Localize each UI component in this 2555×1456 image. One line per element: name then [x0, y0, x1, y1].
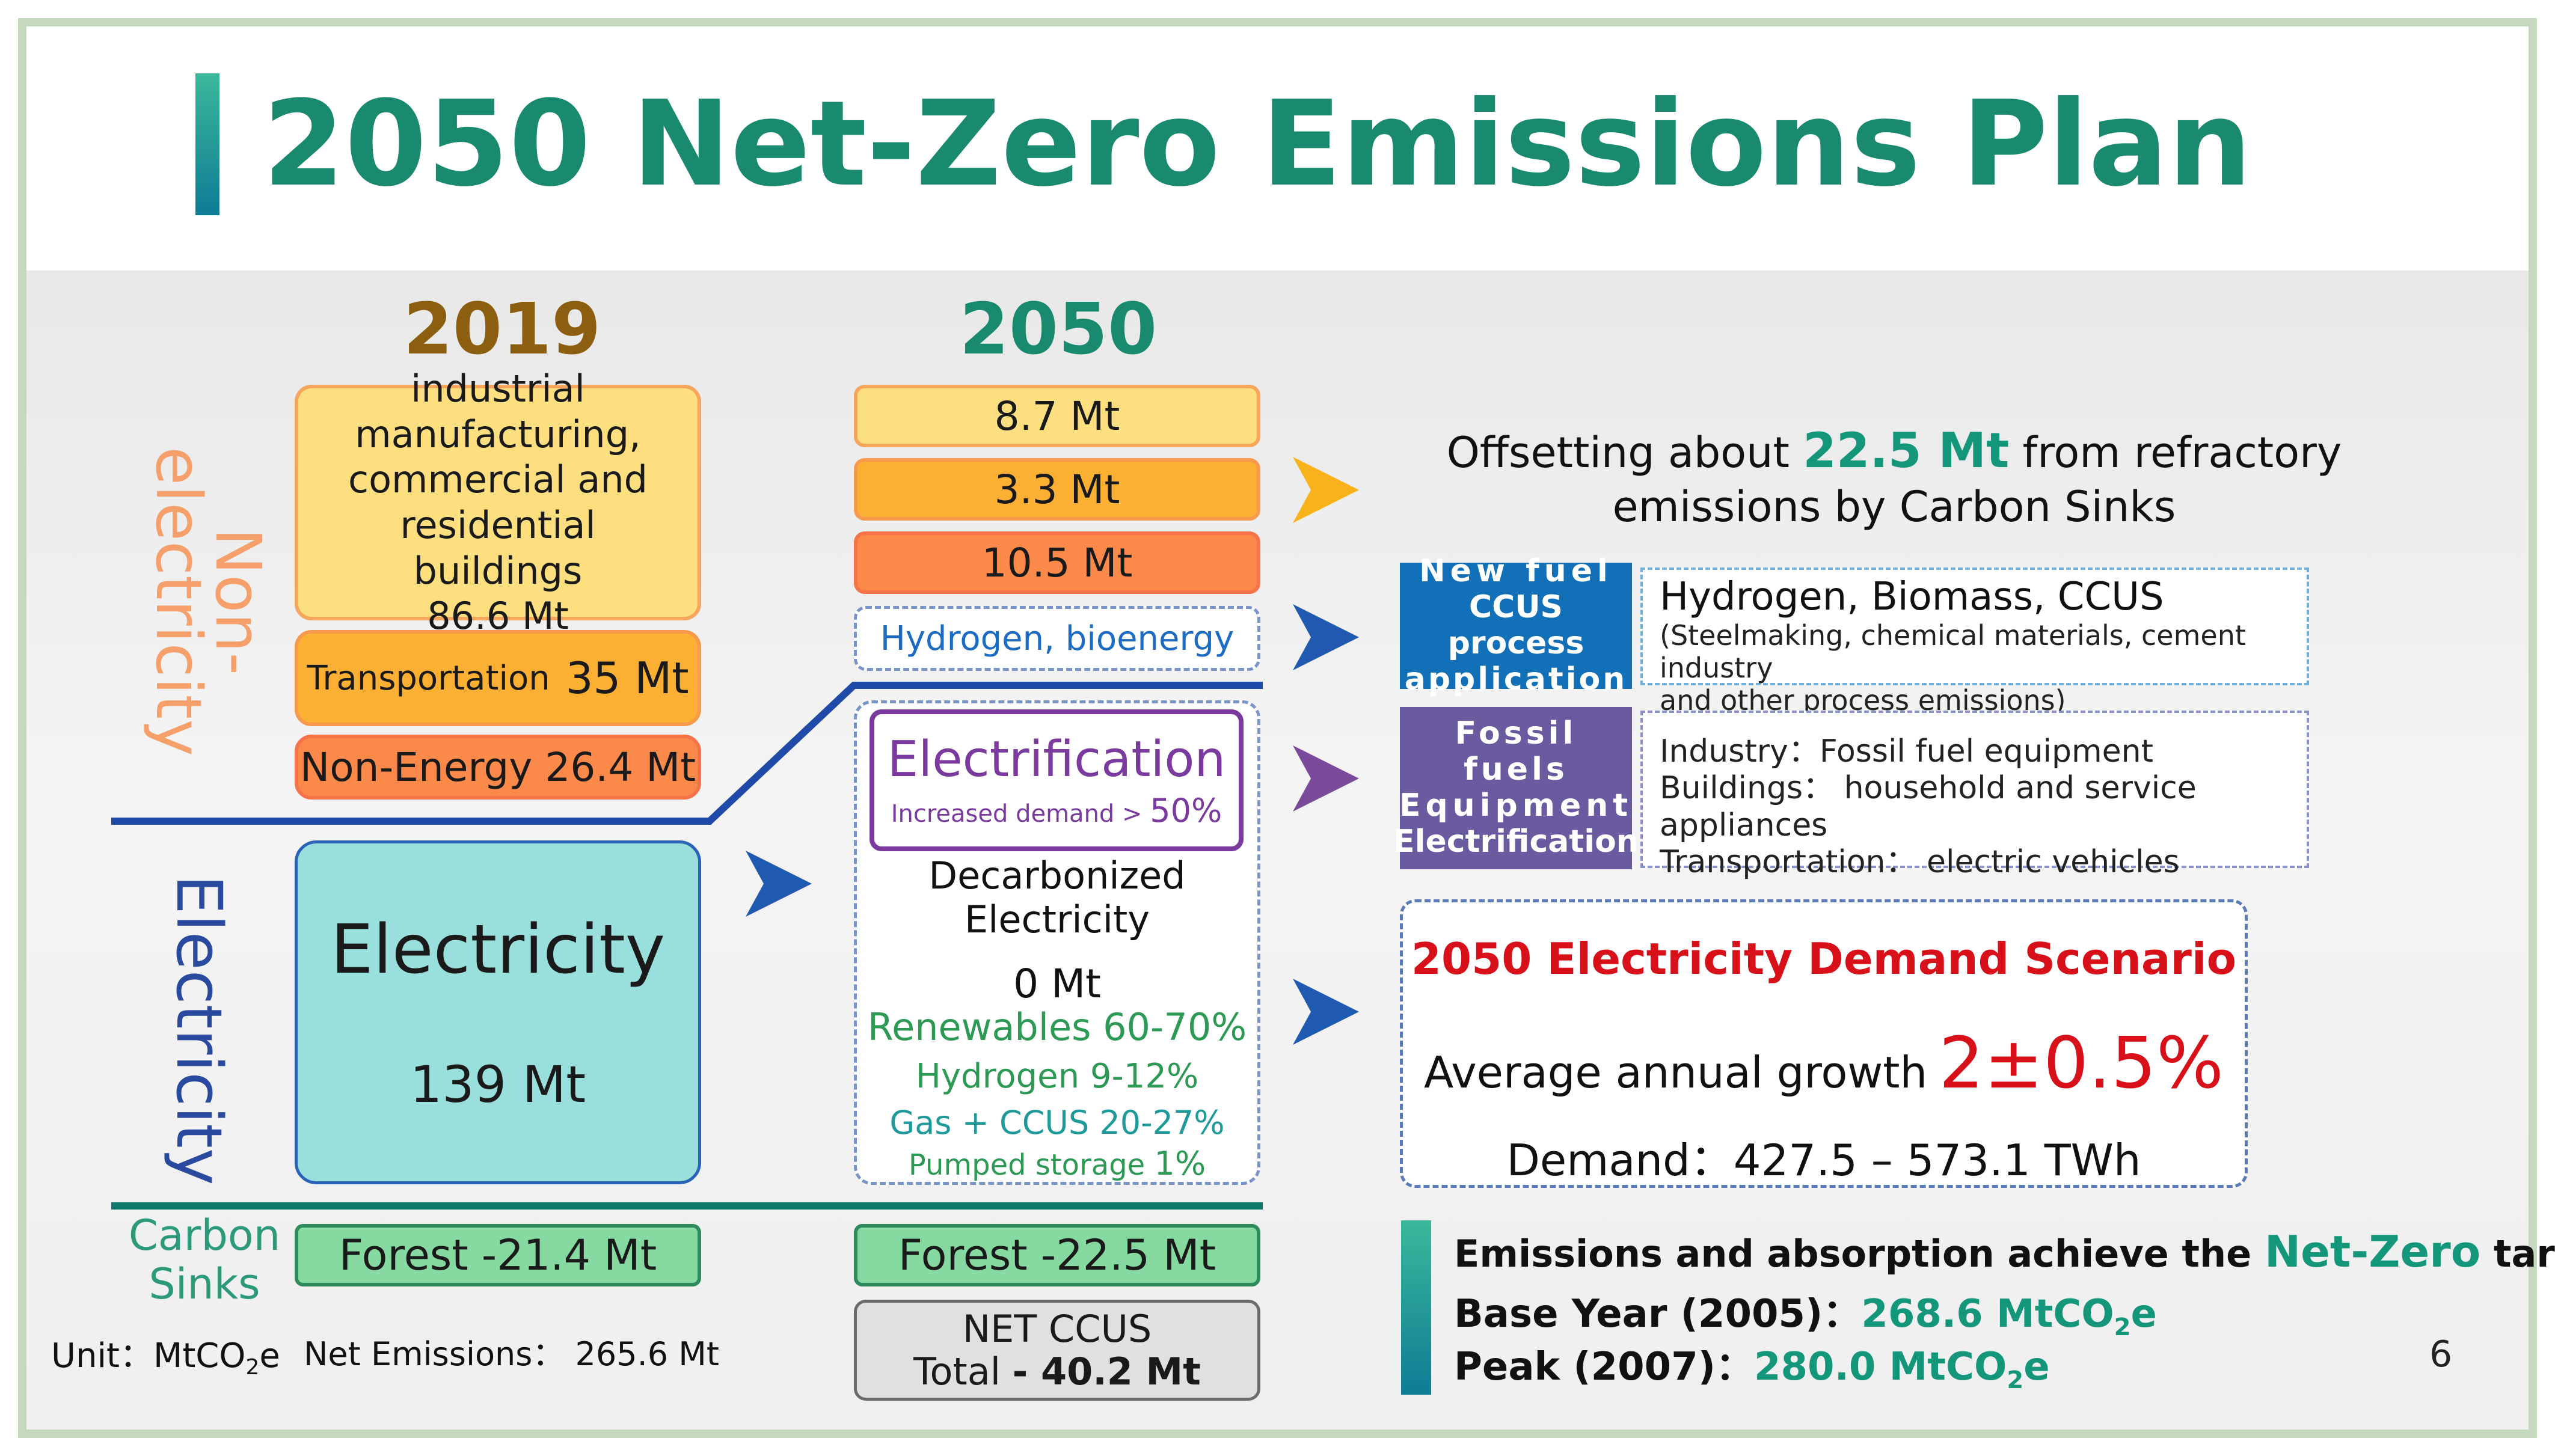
page-number: 6	[2429, 1333, 2453, 1375]
scenario-demand: Demand：427.5 – 573.1 TWh	[1506, 1135, 2141, 1185]
hydrogen-share: Hydrogen 9-12%	[915, 1057, 1199, 1096]
transportation-value: 35 Mt	[565, 653, 689, 703]
transportation-label: Transportation	[307, 658, 550, 698]
title-accent-bar	[195, 73, 219, 215]
forest-box-2019: Forest -21.4 Mt	[295, 1224, 701, 1286]
electricity-title-2019: Electricity	[330, 911, 666, 989]
chevron-right-icon-new-fuel	[1293, 604, 1359, 670]
fossil-details: Industry：Fossil fuel equipment Buildings…	[1640, 711, 2309, 880]
net-emissions-label: Net Emissions： 265.6 Mt	[304, 1335, 720, 1373]
gas-ccus-share: Gas + CCUS 20-27%	[889, 1104, 1225, 1142]
non-energy-box-2019: Non-Energy 26.4 Mt	[295, 735, 701, 800]
page-title: 2050 Net-Zero Emissions Plan	[263, 76, 2252, 213]
new-fuel-block: New fuel CCUS process application	[1400, 554, 1632, 697]
year-2050: 2050	[959, 287, 1158, 370]
value-box-8-7: 8.7 Mt	[854, 385, 1260, 447]
chevron-right-icon-offset	[1293, 457, 1359, 523]
scenario-growth: Average annual growth 2±0.5%	[1424, 1021, 2224, 1104]
hydrogen-bioenergy-box: Hydrogen, bioenergy	[854, 606, 1260, 671]
electricity-label: Electricity	[162, 875, 236, 1185]
electricity-box-2019: Electricity 139 Mt	[295, 840, 701, 1184]
electrification-title: Electrification	[887, 731, 1226, 788]
value-box-10-5: 10.5 Mt	[854, 531, 1260, 594]
fossil-fuels-block: Fossil fuels Equipment Electrification	[1393, 707, 1639, 869]
scenario-title: 2050 Electricity Demand Scenario	[1411, 934, 2237, 984]
peak-year: Peak (2007)：280.0 MtCO2e	[1454, 1345, 2050, 1394]
carbon-sinks-label: Carbon Sinks	[128, 1211, 281, 1309]
unit-label: Unit：MtCO2e	[51, 1336, 280, 1380]
pumped-storage-share: Pumped storage 1%	[908, 1145, 1206, 1182]
forest-box-2050: Forest -22.5 Mt	[854, 1224, 1260, 1286]
fossil-industry: Industry：Fossil fuel equipment	[1660, 733, 2154, 769]
new-fuel-details: Hydrogen, Biomass, CCUS (Steelmaking, ch…	[1640, 567, 2309, 717]
net-ccus-total: Total - 40.2 Mt	[913, 1350, 1201, 1393]
net-ccus-label: NET CCUS	[962, 1306, 1152, 1351]
electrification-box: Electrification Increased demand > 50%	[870, 709, 1244, 851]
chevron-right-icon-electricity	[746, 851, 812, 917]
electricity-value-2019: 139 Mt	[409, 1055, 586, 1114]
net-ccus-box: NET CCUS Total - 40.2 Mt	[854, 1300, 1260, 1401]
industrial-label: industrial manufacturing, commercial and…	[348, 367, 648, 593]
base-year: Base Year (2005)：268.6 MtCO2e	[1454, 1292, 2157, 1341]
transportation-box-2019: Transportation 35 Mt	[295, 630, 701, 726]
netzero-heading: Emissions and absorption achieve the Net…	[1454, 1226, 2555, 1277]
offset-text: Offsetting about 22.5 Mt from refractory…	[1446, 423, 2342, 531]
zero-mt: 0 Mt	[1013, 961, 1101, 1007]
decarbonized-label: Decarbonized Electricity	[928, 854, 1186, 942]
fossil-buildings: Buildings： household and service applian…	[1660, 770, 2197, 843]
new-fuel-heading: Hydrogen, Biomass, CCUS	[1660, 575, 2164, 619]
renewables-share: Renewables 60-70%	[867, 1005, 1247, 1049]
chevron-right-icon-fossil	[1293, 745, 1359, 812]
chevron-right-icon-scenario	[1293, 979, 1359, 1045]
fossil-transportation: Transportation： electric vehicles	[1660, 844, 2180, 881]
non-electricity-label: Non-electricity	[142, 446, 275, 756]
industrial-box-2019: industrial manufacturing, commercial and…	[295, 367, 701, 638]
year-2019: 2019	[403, 287, 601, 370]
scenario-box: 2050 Electricity Demand Scenario Average…	[1400, 899, 2248, 1188]
value-box-3-3: 3.3 Mt	[854, 458, 1260, 521]
netzero-accent-bar	[1401, 1220, 1431, 1395]
electricity-divider-line	[111, 682, 1263, 825]
new-fuel-detail-1: (Steelmaking, chemical materials, cement…	[1660, 619, 2246, 684]
increased-demand: Increased demand > 50%	[891, 792, 1222, 830]
